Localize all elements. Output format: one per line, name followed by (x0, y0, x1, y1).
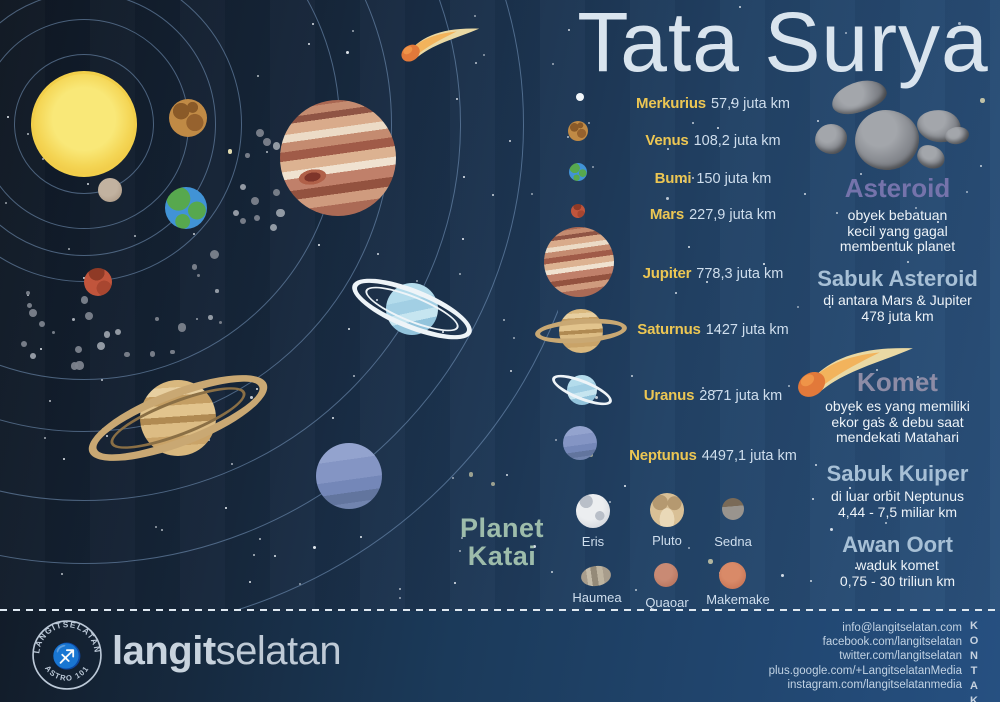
neptune-illustration (316, 443, 382, 509)
sabuk-asteroid-description: di antara Mars & Jupiter 478 juta km (795, 292, 1000, 324)
planet-distance: 4497,1 juta km (701, 448, 797, 464)
footer: LANGITSELATAN ASTRO 101 ♐ langitselatan … (0, 611, 1000, 702)
fact-line: waduk komet (856, 557, 939, 573)
asteroid-rock (855, 110, 919, 170)
mars-icon (571, 204, 585, 218)
asteroid-rock (815, 124, 847, 154)
solar-system-illustration (0, 0, 558, 610)
planet-row-saturnus: Saturnus 1427 juta km (608, 320, 818, 340)
sabuk-kuiper-description: di luar orbit Neptunus 4,44 - 7,5 miliar… (795, 488, 1000, 520)
fact-line: 4,44 - 7,5 miliar km (837, 503, 958, 520)
footer-separator (0, 609, 1000, 611)
dwarf-label-makemake: Makemake (706, 592, 770, 607)
contact-googleplus: plus.google.com/+LangitselatanMedia (768, 664, 962, 677)
planet-distance: 108,2 juta km (693, 133, 781, 149)
fact-line: 0,75 - 30 triliun km (839, 572, 956, 589)
fact-line: di luar orbit Neptunus (830, 488, 965, 504)
planet-distance: 778,3 juta km (696, 266, 784, 282)
planet-distance: 57,9 juta km (710, 96, 790, 112)
fact-line: 478 juta km (861, 307, 934, 324)
dwarf-label-pluto: Pluto (652, 533, 682, 548)
fact-line: membentuk planet (839, 238, 956, 254)
langitselatan-badge: LANGITSELATAN ASTRO 101 ♐ (31, 619, 103, 691)
planet-row-merkurius: Merkurius 57,9 juta km (608, 94, 818, 114)
fact-line: di antara Mars & Jupiter (823, 292, 972, 308)
contact-list: info@langitselatan.com facebook.com/lang… (769, 621, 962, 692)
dwarf-label-quaoar: Quaoar (645, 595, 689, 610)
venus-icon (568, 121, 588, 141)
kontak-label: KONTAK (968, 620, 980, 702)
earth-illustration (165, 187, 207, 229)
saturn-illustration (140, 380, 216, 456)
planet-distance: 227,9 juta km (689, 207, 777, 223)
planet-name: Jupiter (642, 265, 692, 282)
planet-row-jupiter: Jupiter 778,3 juta km (608, 264, 818, 284)
sedna-icon (722, 498, 744, 520)
planet-name: Neptunus (629, 447, 697, 464)
contact-twitter: twitter.com/langitselatan (839, 650, 962, 663)
bumi-icon (569, 163, 587, 181)
asteroid-rock (914, 141, 948, 173)
makemake-icon (719, 562, 746, 589)
planet-name: Mars (649, 206, 685, 223)
planet-name: Bumi (654, 170, 692, 187)
planet-name: Saturnus (637, 321, 701, 338)
dwarf-label-eris: Eris (581, 534, 605, 549)
brand-wordmark: langitselatan (112, 629, 342, 674)
mercury-illustration (98, 178, 122, 202)
planet-distance: 2871 juta km (699, 388, 783, 404)
contact-email: info@langitselatan.com (842, 622, 962, 634)
asteroid-heading: Asteroid (844, 173, 951, 203)
planet-name: Merkurius (636, 95, 706, 112)
neptunus-icon (563, 426, 597, 460)
sun-illustration (31, 71, 137, 177)
contact-facebook: facebook.com/langitselatan (822, 636, 962, 649)
jupiter-icon (544, 227, 614, 297)
planet-row-venus: Venus 108,2 juta km (608, 131, 818, 151)
brand-light: selatan (215, 629, 342, 673)
contact-instagram: instagram.com/langitselatanmedia (787, 678, 962, 691)
merkurius-icon (576, 93, 584, 101)
planet-distance: 150 juta km (696, 171, 772, 187)
fact-line: mendekati Matahari (836, 429, 959, 445)
eris-icon (576, 494, 610, 528)
planet-row-bumi: Bumi 150 juta km (608, 169, 818, 189)
mars-illustration (84, 268, 112, 296)
page-title: Tata Surya (577, 0, 989, 89)
asteroid-rocks-illustration (815, 75, 971, 175)
dwarf-label-sedna: Sedna (714, 534, 752, 549)
centaur-archer-icon: ♐ (52, 641, 83, 670)
comet-illustration (398, 18, 482, 70)
fact-line: obyek es yang memiliki (825, 398, 970, 414)
fact-line: obyek bebatuan (847, 207, 948, 223)
dwarf-planets-heading: Planet Katai (459, 513, 545, 571)
planet-distance: 1427 juta km (705, 322, 789, 338)
planet-name: Venus (645, 132, 689, 149)
quaoar-icon (654, 563, 678, 587)
sabuk-asteroid-heading: Sabuk Asteroid (817, 266, 978, 291)
saturnus-icon (559, 309, 603, 353)
fact-line: ekor gas & debu saat (831, 413, 964, 430)
awan-oort-heading: Awan Oort (842, 532, 953, 557)
planet-row-neptunus: Neptunus 4497,1 juta km (608, 446, 818, 466)
dwarf-label-haumea: Haumea (572, 590, 622, 605)
komet-description: obyek es yang memiliki ekor gas & debu s… (795, 398, 1000, 446)
pluto-icon (650, 493, 684, 527)
komet-heading: Komet (857, 367, 938, 397)
venus-illustration (169, 99, 207, 137)
brand-bold: langit (112, 629, 216, 673)
planet-row-mars: Mars 227,9 juta km (608, 205, 818, 225)
sabuk-kuiper-heading: Sabuk Kuiper (826, 461, 969, 486)
planet-row-uranus: Uranus 2871 juta km (608, 386, 818, 406)
jupiter-illustration (280, 100, 396, 216)
fact-line: kecil yang gagal (847, 222, 948, 239)
awan-oort-description: waduk komet 0,75 - 30 triliun km (795, 557, 1000, 589)
asteroid-description: obyek bebatuan kecil yang gagal membentu… (795, 207, 1000, 255)
komet-illustration (792, 340, 918, 402)
planet-name: Uranus (643, 387, 695, 404)
uranus-illustration (386, 283, 438, 335)
uranus-icon (567, 375, 597, 405)
